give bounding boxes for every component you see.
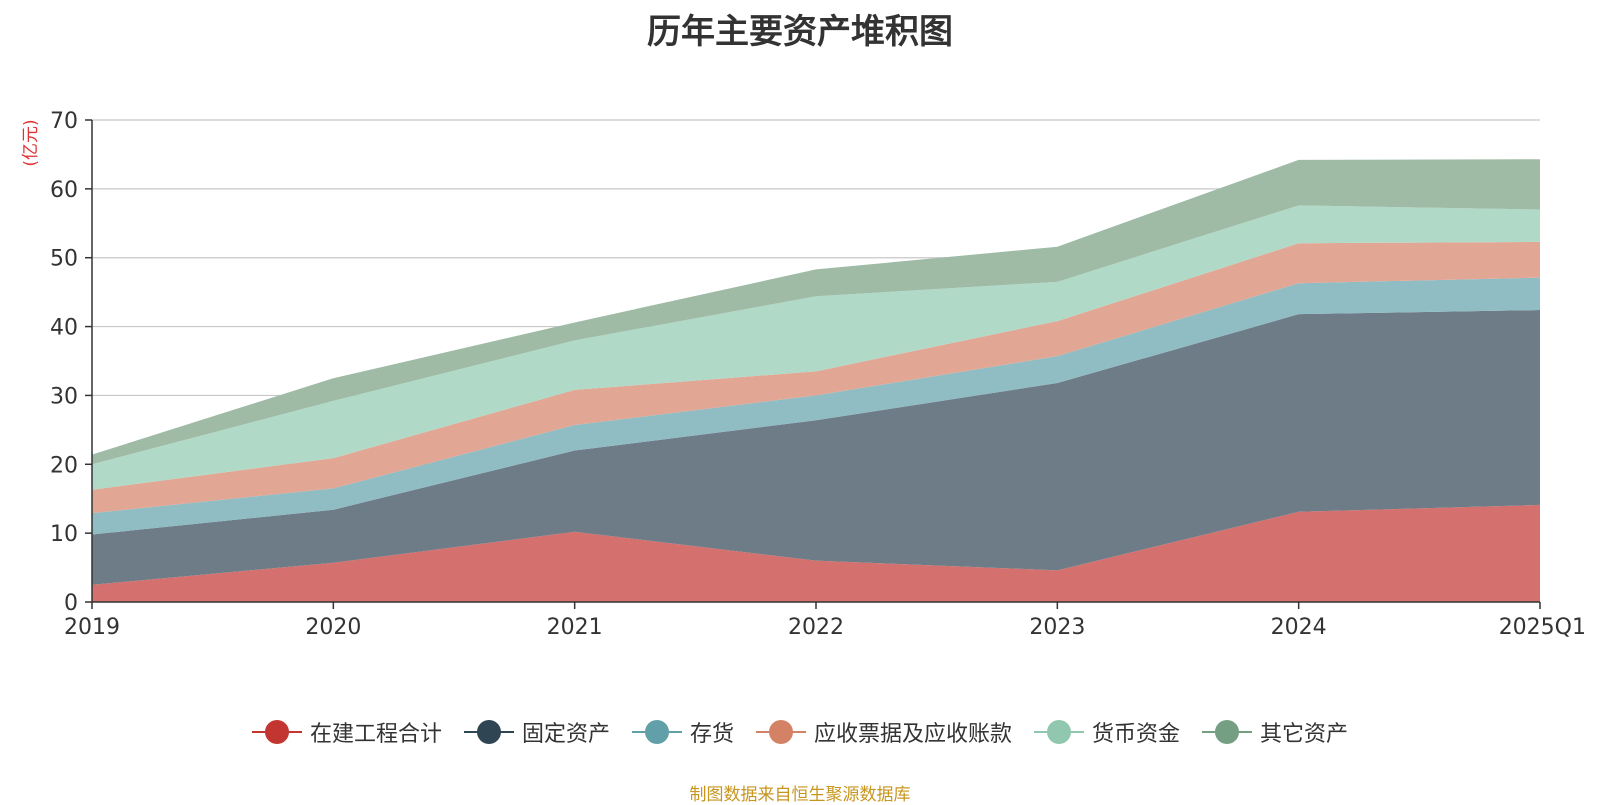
stacked-area-chart: 0 10 20 30 40 50 60 70 2019 2020 2021 2022 2023 2024 2…: [21, 109, 1586, 640]
area-series-6: [92, 159, 1540, 465]
legend-marker-icon: [631, 719, 682, 745]
legend-item-5[interactable]: 货币资金: [1034, 716, 1180, 748]
y-axis-label: (亿元): [21, 119, 41, 166]
legend-label: 在建工程合计: [309, 722, 442, 747]
legend-item-4[interactable]: 应收票据及应收账款: [756, 716, 1012, 748]
y-tick-label: 40: [50, 316, 78, 341]
legend-marker-icon: [756, 719, 806, 745]
x-tick-label: 2020: [305, 615, 361, 640]
legend-item-3[interactable]: 存货: [631, 716, 734, 748]
y-tick-label: 0: [64, 591, 78, 616]
x-tick-label: 2023: [1029, 615, 1085, 640]
y-tick-label: 20: [50, 453, 78, 478]
x-tick-label: 2022: [788, 615, 844, 640]
legend-label: 其它资产: [1260, 722, 1349, 747]
area-series-3: [92, 277, 1540, 535]
y-tick-label: 50: [50, 247, 78, 272]
y-tick-label: 30: [50, 384, 78, 409]
x-tick-label: 2025Q1: [1499, 615, 1586, 640]
legend-item-6[interactable]: 其它资产: [1202, 716, 1348, 748]
area-series-1: [92, 504, 1540, 602]
area-series-5: [92, 205, 1540, 490]
legend-marker-icon: [251, 719, 302, 745]
legend-label: 应收票据及应收账款: [814, 722, 1013, 747]
x-tick-label: 2019: [64, 615, 120, 640]
area-series-4: [92, 241, 1540, 514]
legend-marker-icon: [1202, 719, 1253, 745]
y-tick-label: 10: [50, 522, 78, 547]
legend-marker-icon: [1034, 719, 1085, 745]
legend-marker-icon: [463, 719, 514, 745]
x-tick-label: 2024: [1271, 615, 1327, 640]
chart-title: 历年主要资产堆积图: [647, 12, 953, 52]
x-tick-label: 2021: [547, 615, 603, 640]
y-tick-label: 70: [50, 109, 78, 134]
legend-item-1[interactable]: 在建工程合计: [251, 716, 442, 748]
area-series: [92, 159, 1540, 602]
legend-item-2[interactable]: 固定资产: [463, 716, 610, 748]
legend-label: 货币资金: [1092, 722, 1181, 747]
area-series-2: [92, 310, 1540, 585]
source-note: 制图数据来自恒生聚源数据库: [689, 785, 911, 805]
y-tick-label: 60: [50, 178, 78, 203]
axes: 0 10 20 30 40 50 60 70 2019 2020 2021 2022 2023 2024 2…: [50, 109, 1586, 640]
legend-label: 存货: [689, 722, 734, 747]
legend-label: 固定资产: [521, 722, 610, 747]
legend: 在建工程合计 固定资产 存货 应收票据及应收账款 货币资金 其它资产: [0, 716, 1600, 748]
